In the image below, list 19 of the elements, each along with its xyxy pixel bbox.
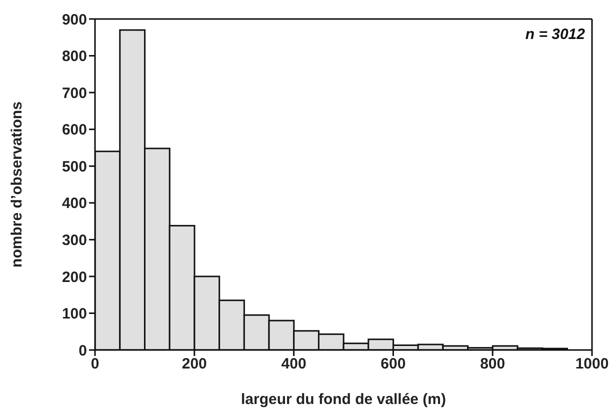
x-tick-label: 200 [182, 356, 207, 373]
y-axis-title: nombre d’observations [8, 102, 26, 268]
y-tick-label: 800 [62, 48, 87, 66]
y-tick-label: 100 [62, 306, 87, 323]
x-tick-label: 800 [480, 356, 506, 373]
y-tick-label: 700 [62, 84, 87, 102]
y-tick-label: 200 [62, 268, 87, 286]
y-tick-label: 400 [62, 195, 87, 212]
x-tick-label: 600 [380, 356, 406, 373]
y-tick-label: 500 [62, 158, 87, 176]
x-tick-label: 400 [281, 356, 306, 373]
y-tick-label: 900 [62, 11, 87, 28]
y-tick-label: 600 [62, 122, 87, 139]
x-tick-label: 1000 [575, 356, 609, 373]
y-tick-label: 300 [62, 232, 87, 249]
y-tick-label: 0 [78, 342, 87, 360]
x-axis-title: largeur du fond de vallée (m) [240, 391, 446, 408]
annotation: n = 3012 [525, 26, 585, 43]
x-tick-label: 0 [90, 356, 100, 373]
